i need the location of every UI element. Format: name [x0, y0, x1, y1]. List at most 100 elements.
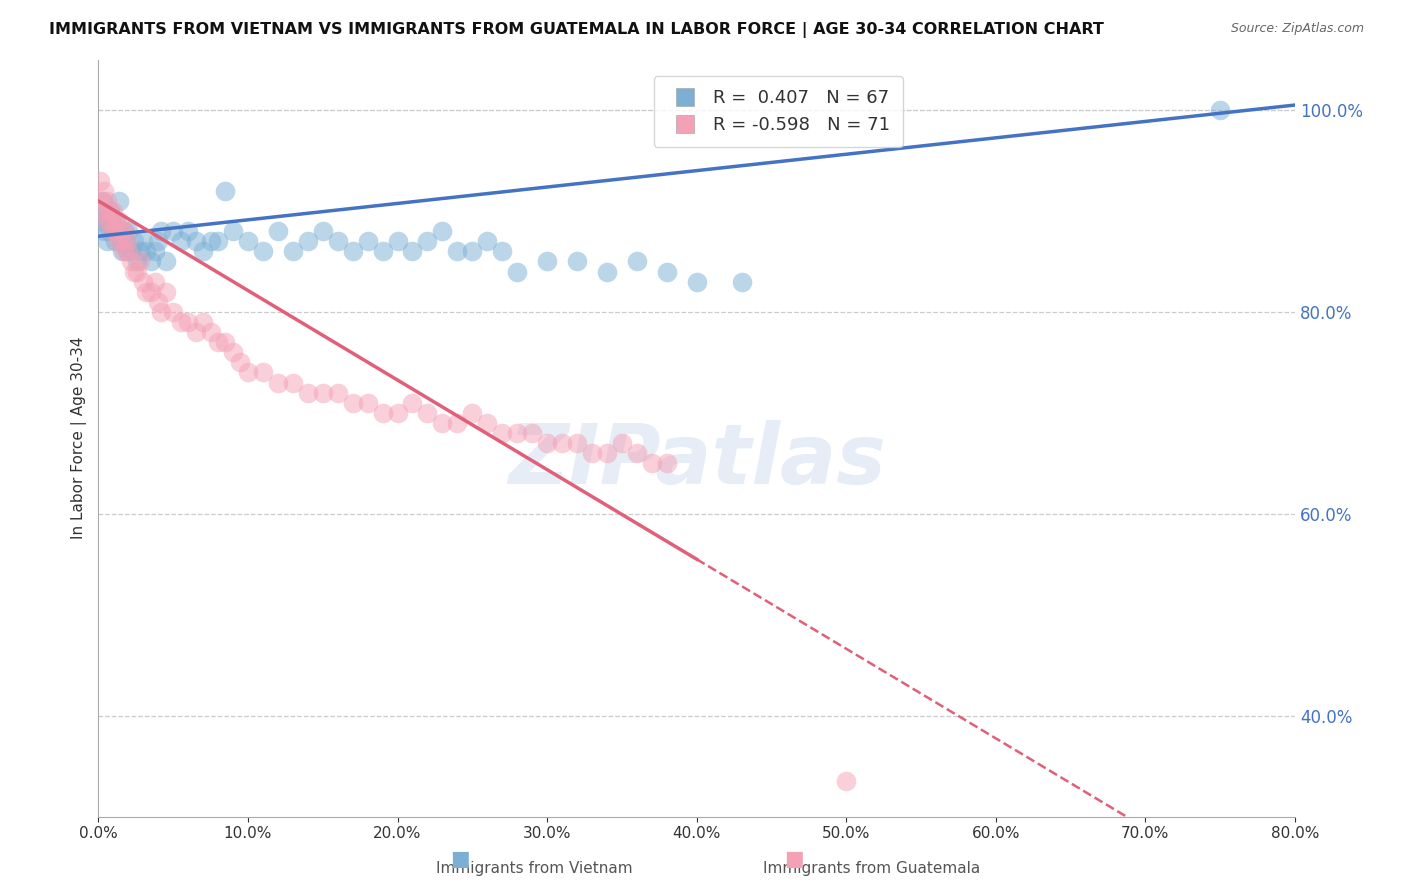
Point: [98, 214, 121, 228]
Point: [312, 385, 335, 400]
Point: [200, 234, 222, 248]
Point: [101, 224, 124, 238]
Point: [132, 275, 155, 289]
Point: [356, 396, 378, 410]
Point: [506, 264, 529, 278]
Point: [281, 244, 304, 259]
Text: Immigrants from Vietnam: Immigrants from Vietnam: [436, 861, 633, 876]
Point: [162, 305, 184, 319]
Point: [103, 204, 125, 219]
Point: [127, 264, 149, 278]
Point: [401, 396, 423, 410]
Point: [641, 456, 664, 470]
Point: [115, 244, 138, 259]
Point: [120, 244, 142, 259]
Point: [155, 254, 177, 268]
Point: [184, 234, 207, 248]
Point: [520, 425, 543, 440]
Point: [105, 224, 128, 238]
Point: [108, 214, 131, 228]
Point: [356, 234, 378, 248]
Point: [655, 264, 678, 278]
Point: [236, 234, 259, 248]
Point: [97, 204, 120, 219]
Point: [155, 285, 177, 299]
Point: [162, 224, 184, 238]
Text: ZIPatlas: ZIPatlas: [508, 420, 886, 501]
Text: Immigrants from Guatemala: Immigrants from Guatemala: [763, 861, 980, 876]
Point: [536, 254, 558, 268]
Point: [432, 224, 454, 238]
Point: [401, 244, 423, 259]
Point: [96, 234, 118, 248]
Point: [200, 325, 222, 339]
Point: [129, 254, 152, 268]
Point: [111, 234, 134, 248]
Point: [477, 234, 499, 248]
Point: [214, 184, 236, 198]
Point: [387, 234, 409, 248]
Point: [148, 234, 170, 248]
Point: [461, 406, 484, 420]
Point: [214, 335, 236, 350]
Point: [491, 244, 513, 259]
Point: [326, 385, 349, 400]
Point: [177, 315, 200, 329]
Point: [191, 315, 214, 329]
Point: [93, 184, 115, 198]
Point: [536, 436, 558, 450]
Point: [135, 244, 157, 259]
Point: [112, 224, 135, 238]
Point: [107, 234, 129, 248]
Point: [730, 275, 752, 289]
Point: [110, 234, 132, 248]
Point: [446, 416, 468, 430]
Point: [169, 234, 191, 248]
Point: [252, 366, 274, 380]
Point: [89, 214, 111, 228]
Point: [112, 244, 135, 259]
Point: [416, 234, 439, 248]
Point: [96, 194, 118, 208]
Text: ■: ■: [450, 849, 470, 869]
Point: [117, 224, 139, 238]
Point: [506, 425, 529, 440]
Point: [94, 214, 117, 228]
Point: [169, 315, 191, 329]
Point: [90, 194, 112, 208]
Point: [191, 244, 214, 259]
Point: [565, 436, 588, 450]
Point: [91, 194, 114, 208]
Point: [446, 244, 468, 259]
Point: [120, 254, 142, 268]
Point: [596, 446, 619, 460]
Point: [387, 406, 409, 420]
Point: [107, 224, 129, 238]
Point: [122, 264, 145, 278]
Point: [117, 244, 139, 259]
Point: [122, 234, 145, 248]
Point: [222, 345, 245, 359]
Point: [342, 244, 364, 259]
Point: [98, 204, 121, 219]
Point: [252, 244, 274, 259]
Point: [686, 275, 709, 289]
Point: [610, 436, 633, 450]
Point: [416, 406, 439, 420]
Point: [312, 224, 335, 238]
Point: [115, 234, 138, 248]
Point: [371, 406, 394, 420]
Point: [626, 254, 648, 268]
Point: [91, 204, 114, 219]
Point: [108, 194, 131, 208]
Point: [596, 264, 619, 278]
Text: ■: ■: [785, 849, 804, 869]
Point: [104, 234, 127, 248]
Point: [135, 285, 157, 299]
Point: [326, 234, 349, 248]
Point: [551, 436, 574, 450]
Legend: R =  0.407   N = 67, R = -0.598   N = 71: R = 0.407 N = 67, R = -0.598 N = 71: [654, 76, 903, 146]
Point: [281, 376, 304, 390]
Point: [93, 224, 115, 238]
Point: [111, 244, 134, 259]
